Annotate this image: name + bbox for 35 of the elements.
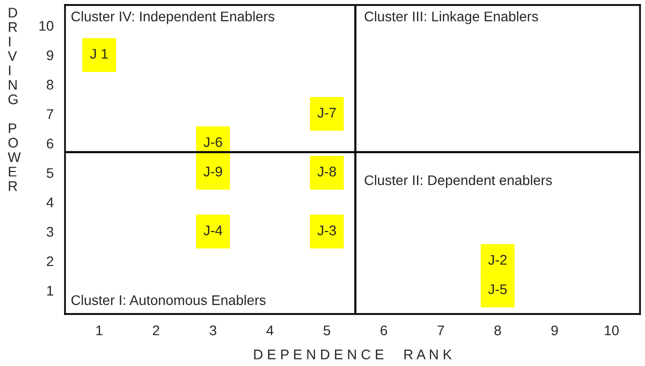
x-tick-label: 3 bbox=[210, 325, 216, 336]
text: DRIVING POWER bbox=[8, 8, 21, 191]
text: J-7 bbox=[317, 108, 336, 118]
y-tick-label: 3 bbox=[46, 226, 54, 237]
text: J-2 bbox=[488, 254, 507, 265]
y-tick-label: 9 bbox=[46, 50, 54, 60]
y-tick-label: 7 bbox=[46, 109, 54, 119]
x-tick-label: 4 bbox=[266, 326, 274, 336]
text: J-4 bbox=[204, 226, 222, 236]
text: J-9 bbox=[204, 166, 222, 176]
y-tick-label: 5 bbox=[46, 168, 54, 178]
y-tick-label: 6 bbox=[46, 138, 54, 148]
x-axis-title: D E P E N D E N C E R A N K bbox=[254, 350, 452, 360]
x-tick-label: 5 bbox=[324, 326, 330, 336]
y-tick-label: 10 bbox=[40, 20, 54, 31]
annotation: Cluster III: Linkage Enablers bbox=[364, 11, 538, 24]
x-tick-label: 9 bbox=[551, 325, 558, 336]
x-tick-label: 2 bbox=[152, 325, 160, 336]
text: J-3 bbox=[317, 225, 336, 236]
x-tick-label: 10 bbox=[604, 325, 619, 336]
x-tick-label: 1 bbox=[96, 326, 102, 336]
y-tick-label: 2 bbox=[46, 256, 54, 266]
y-tick-label: 8 bbox=[46, 80, 54, 90]
text: J-6 bbox=[204, 137, 222, 148]
x-tick-label: 6 bbox=[380, 325, 388, 336]
annotation: Cluster IV: Independent Enablers bbox=[71, 11, 274, 24]
y-tick-label: 1 bbox=[47, 286, 54, 296]
text: J 1 bbox=[90, 49, 108, 59]
annotation: Cluster II: Dependent enablers bbox=[364, 174, 552, 188]
x-tick-label: 8 bbox=[494, 325, 501, 336]
x-tick-label: 7 bbox=[438, 326, 444, 336]
text: J-5 bbox=[488, 284, 507, 294]
annotation: Cluster I: Autonomous Enablers bbox=[71, 294, 266, 306]
y-tick-label: 4 bbox=[46, 198, 54, 208]
text: J-8 bbox=[317, 166, 336, 176]
